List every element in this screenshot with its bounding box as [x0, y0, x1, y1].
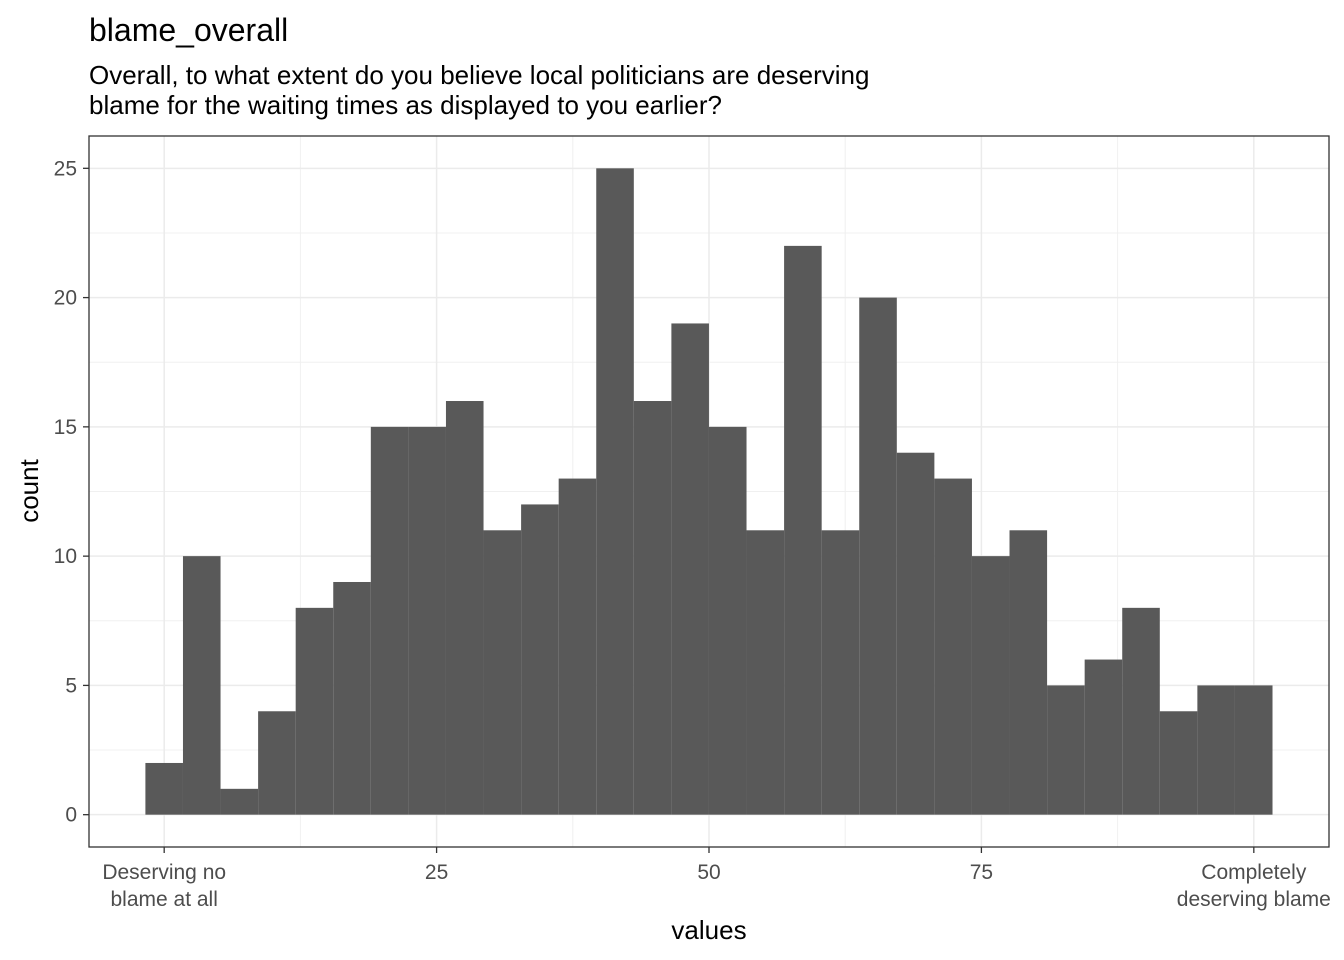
histogram-bar	[1159, 711, 1198, 815]
histogram-bar	[934, 478, 972, 815]
x-tick-label: Deserving no	[102, 861, 226, 884]
histogram-bar	[220, 788, 259, 815]
histogram-bar	[746, 530, 785, 815]
histogram-bar	[1234, 685, 1273, 815]
histogram-bar	[1197, 685, 1235, 815]
histogram-bars	[145, 168, 1273, 815]
y-axis-title: count	[14, 458, 44, 522]
x-tick-label: Completely	[1201, 861, 1307, 884]
x-tick-label: deserving blame	[1177, 888, 1331, 911]
histogram-bar	[671, 323, 709, 815]
histogram-bar	[1047, 685, 1085, 815]
histogram-bar	[145, 762, 183, 815]
y-tick-label: 20	[54, 287, 77, 310]
x-tick-label: 75	[970, 861, 993, 884]
histogram-bar	[1122, 607, 1160, 815]
histogram-bar	[896, 452, 935, 815]
y-tick-label: 5	[65, 674, 77, 697]
histogram-bar	[1084, 659, 1123, 815]
y-tick-label: 25	[54, 157, 77, 180]
y-tick-label: 0	[65, 804, 77, 827]
chart-title: blame_overall	[89, 12, 288, 48]
histogram-bar	[182, 556, 221, 815]
histogram-bar	[1009, 530, 1048, 815]
histogram-bar	[295, 607, 334, 815]
histogram-bar	[333, 581, 371, 815]
y-tick-label: 15	[54, 416, 77, 439]
histogram-bar	[596, 168, 634, 815]
histogram-bar	[971, 556, 1010, 815]
x-axis-title: values	[671, 915, 746, 945]
histogram-bar	[258, 711, 296, 815]
y-axis: 0 5 10 15 20 25	[54, 157, 89, 827]
x-tick-label: 50	[697, 861, 720, 884]
x-tick-label: blame at all	[110, 888, 217, 911]
histogram-bar	[445, 401, 484, 815]
histogram-bar	[859, 297, 897, 815]
histogram-bar	[408, 426, 446, 815]
histogram-bar	[784, 245, 822, 815]
x-tick-label: 25	[425, 861, 448, 884]
histogram-bar	[633, 401, 672, 815]
histogram-bar	[708, 426, 747, 815]
histogram-bar	[558, 478, 597, 815]
histogram-bar	[521, 504, 559, 815]
histogram-bar	[483, 530, 522, 815]
histogram-bar	[821, 530, 860, 815]
x-axis: Deserving no blame at all 25 50 75 Completely…	[102, 847, 1331, 911]
y-tick-label: 10	[54, 545, 77, 568]
chart-subtitle-line-1: Overall, to what extent do you believe l…	[89, 60, 869, 90]
histogram-bar	[370, 426, 409, 815]
chart-subtitle-line-2: blame for the waiting times as displayed…	[89, 90, 722, 120]
